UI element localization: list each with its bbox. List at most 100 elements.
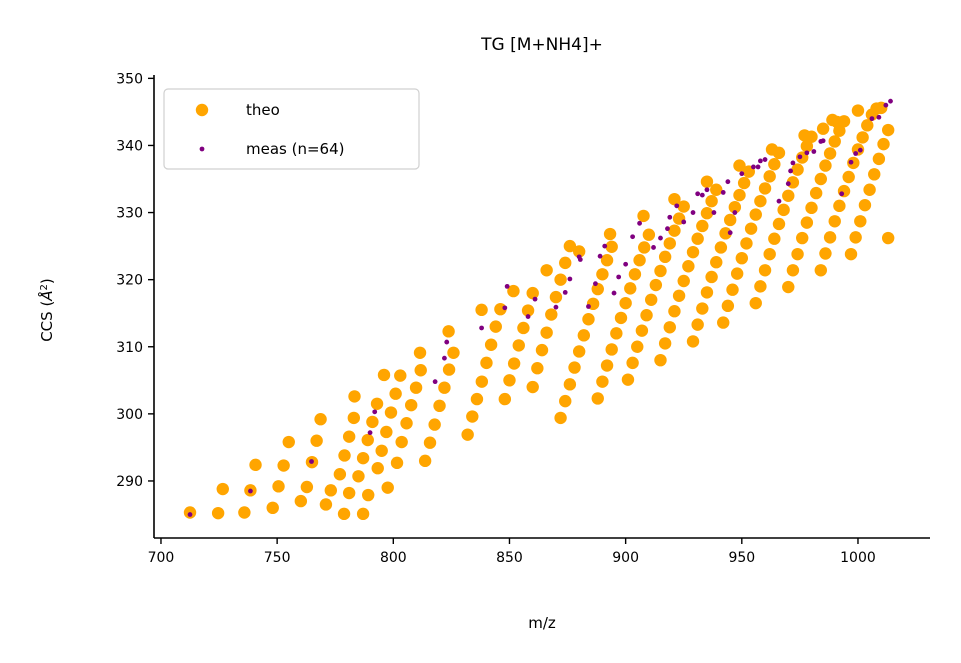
theo-point [696,302,709,315]
meas-point [562,290,568,295]
theo-point [381,481,394,494]
theo-point [881,123,895,137]
meas-point [665,226,670,232]
theo-point [282,435,295,449]
theo-point [475,375,489,388]
y-tick-label: 310 [116,340,143,356]
theo-point [333,468,347,481]
theo-point [672,289,686,302]
theo-point [791,163,804,176]
meas-point [711,210,717,215]
meas-point [432,379,438,385]
theo-point [854,215,867,228]
theo-point [342,430,356,443]
theo-point [800,216,814,229]
theo-point [758,182,772,195]
theo-point [772,146,786,160]
meas-point [755,164,761,170]
theo-point [418,454,432,468]
theo-point [677,200,690,213]
theo-point [700,207,714,220]
theo-point [549,290,563,304]
theo-point [380,425,393,439]
meas-point [820,138,826,144]
meas-point [577,257,583,262]
theo-point [521,304,535,317]
theo-point [480,356,493,370]
x-tick-label: 950 [728,550,755,566]
meas-point [720,190,726,195]
theo-point [710,183,723,196]
meas-point [839,191,845,197]
theo-point [826,113,839,127]
legend-label-theo: theo [246,101,280,119]
theo-point [545,308,558,321]
theo-point [470,392,484,406]
theo-point [531,362,544,375]
theo-point [782,189,795,202]
theo-point [577,329,591,342]
x-axis-label: m/z [528,614,556,632]
meas-point [504,283,510,289]
theo-point [737,176,751,190]
meas-point [630,234,636,240]
theo-point [700,175,714,188]
theo-point [772,217,786,231]
meas-point [658,235,663,241]
meas-point [853,151,859,156]
theo-point [461,428,474,441]
theo-point [324,484,338,497]
theo-point [805,130,818,143]
theo-point [277,459,290,472]
theo-point [786,264,800,277]
y-tick-label: 340 [116,138,143,154]
theo-point [370,397,384,410]
theo-point [404,398,418,412]
theo-point [705,194,718,208]
meas-point [695,191,701,197]
legend-box [163,88,420,170]
theo-point [526,380,539,394]
theo-point [384,406,398,419]
theo-point [582,313,595,326]
meas-point [651,245,656,250]
theo-point [682,260,695,273]
theo-point [395,435,408,449]
theo-point [526,286,539,300]
theo-point [319,498,333,511]
theo-point [356,451,370,465]
theo-point [600,254,614,267]
theo-point [638,241,651,254]
theo-point [559,256,572,270]
theo-point [833,124,846,137]
theo-point [800,139,814,153]
meas-point [788,168,793,174]
meas-point [444,339,450,345]
theo-point [337,507,351,521]
theo-point [614,311,628,325]
theo-point [663,237,676,250]
theo-point [637,209,650,223]
theo-point [823,147,837,160]
theo-point [475,303,488,317]
meas-point [848,159,854,165]
theo-point [371,462,384,475]
theo-point [819,159,832,172]
x-tick-label: 900 [612,550,639,566]
theo-point [719,227,732,240]
theo-point [310,434,323,447]
y-tick-label: 300 [116,407,143,423]
theo-point [352,470,365,483]
theo-point [642,228,656,241]
theo-point [394,369,407,382]
x-tick-label: 700 [148,550,175,566]
theo-point [754,194,767,208]
theo-point [758,264,772,277]
meas-point [532,296,538,302]
theo-point [362,488,375,502]
theo-point [668,224,681,237]
theo-point [216,482,229,496]
theo-point [294,494,308,508]
meas-point [790,160,796,166]
meas-point [690,210,696,215]
